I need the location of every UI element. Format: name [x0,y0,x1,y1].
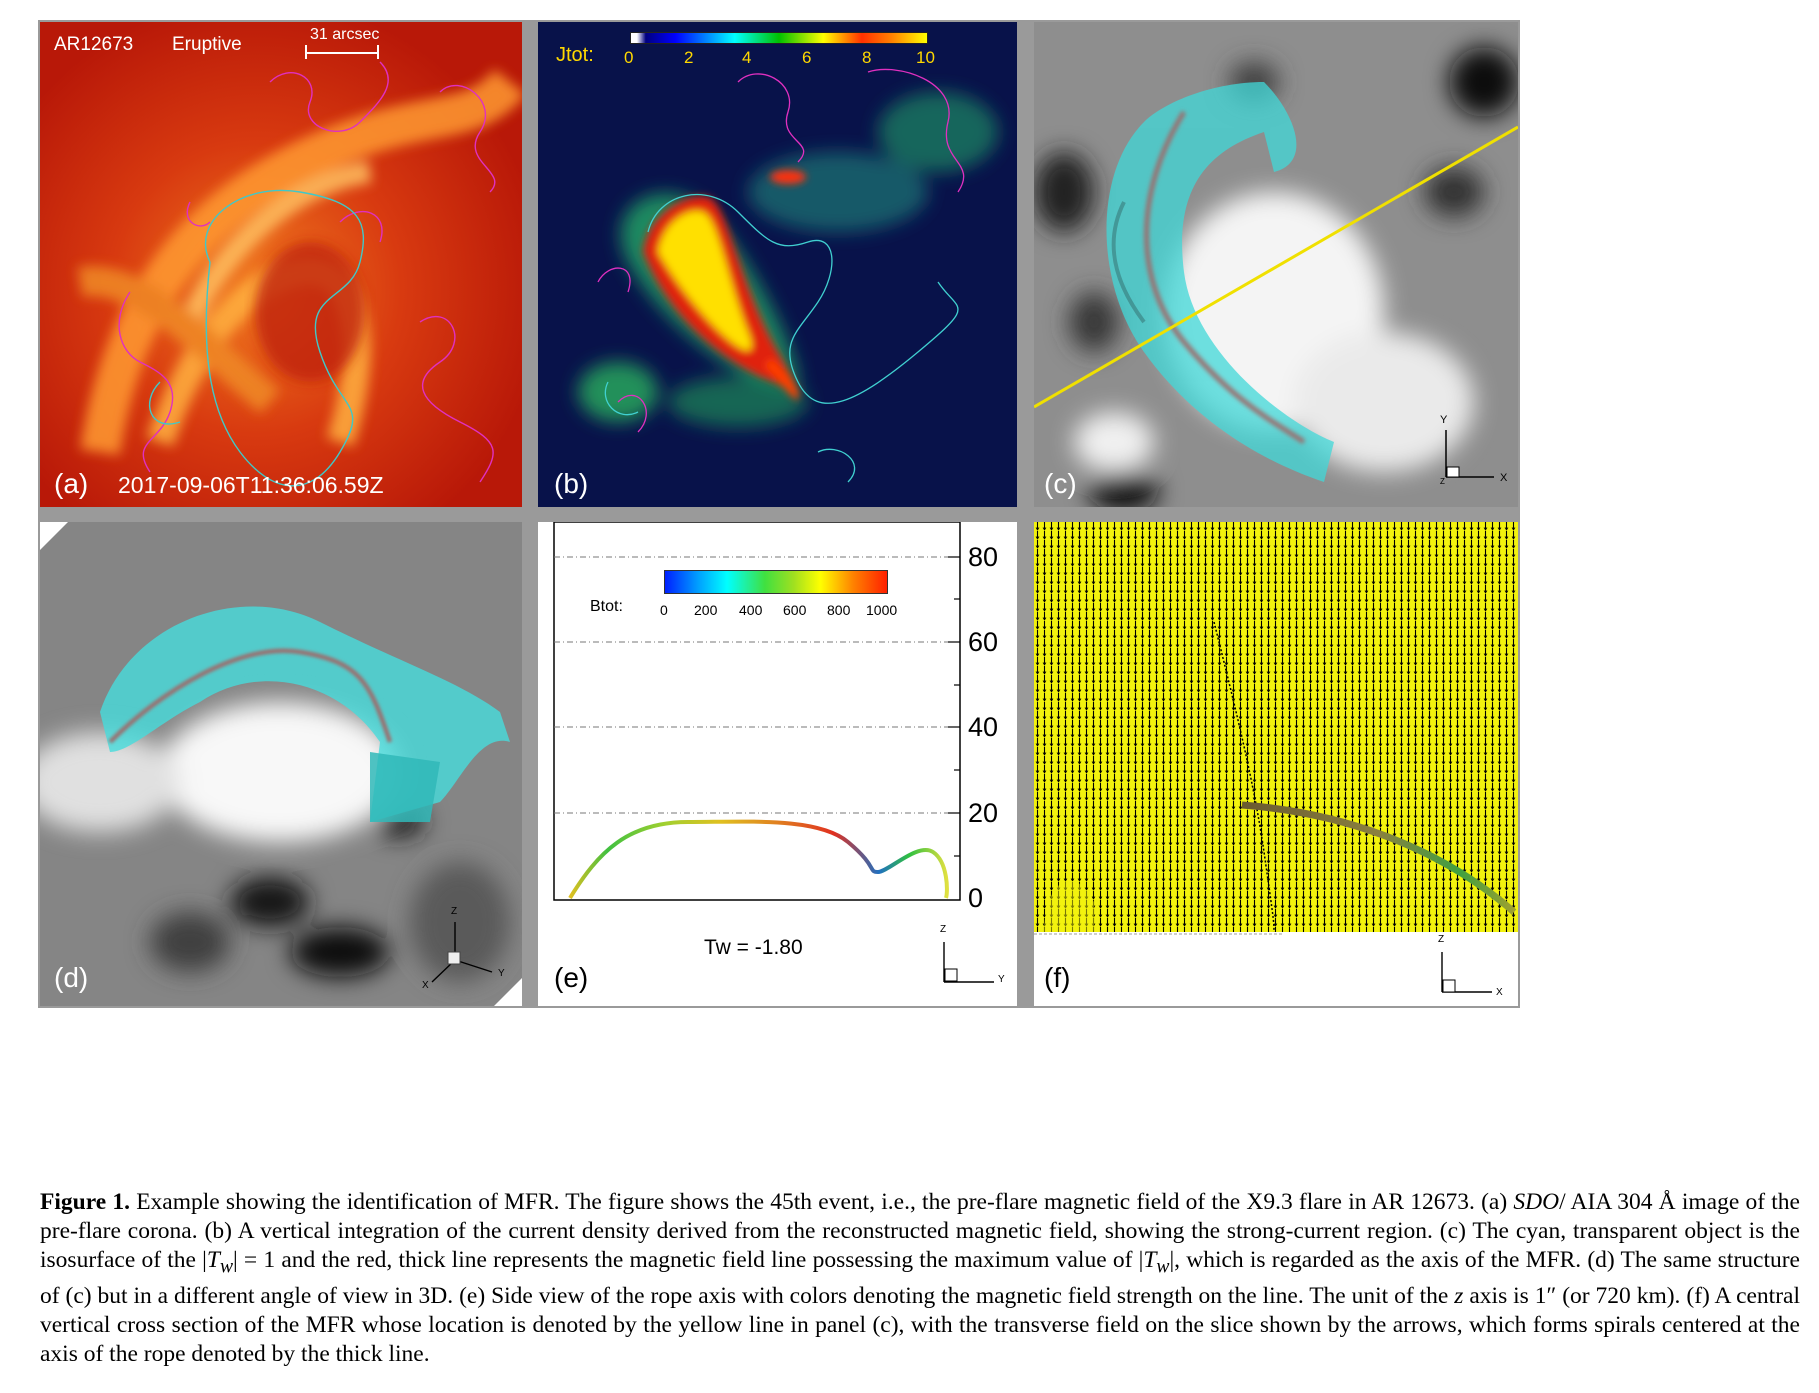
panel-b: Jtot: 0 2 4 6 8 10 (b) [538,22,1017,507]
panel-e: Btot: 0 200 400 600 800 1000 80 60 40 20… [538,522,1017,1006]
panel-b-colorbar-title: Jtot: [556,44,594,66]
jtot-tick-0: 0 [624,48,634,67]
caption-part-3: | = 1 and the red, thick line represents… [233,1247,1144,1273]
panel-e-label: (e) [554,962,589,993]
scale-bar [305,52,379,54]
mfr-isosurface-top-view [1034,22,1518,507]
panel-e-axis-z: Z [940,924,947,935]
panel-b-label: (b) [554,468,589,499]
twist-number-label: Tw = -1.80 [704,936,803,959]
panel-e-colorbar-title: Btot: [590,598,623,615]
z-tick-20: 20 [968,798,999,828]
panel-a-label: (a) [54,468,89,499]
jtot-tick-8: 8 [862,48,872,67]
mfr-isosurface-3d-view [40,522,522,1006]
panel-a-timestamp: 2017-09-06T11:36:06.59Z [118,472,384,498]
rope-axis-side-view [553,522,994,983]
figure-caption: Figure 1. Example showing the identifica… [40,1188,1800,1369]
btot-colorbar [664,570,888,594]
vertical-cross-section [1034,522,1518,993]
jtot-tick-2: 2 [684,48,694,67]
caption-z-var: z [1454,1282,1464,1309]
figure-label: Figure 1. [40,1189,130,1215]
panel-f-axis-x: X [1496,987,1503,998]
panel-a-region-label: AR12673 [54,34,134,55]
panel-f-axis-z: Z [1438,934,1445,945]
panel-d-axis-y: Y [498,968,505,979]
panel-a: AR12673 Eruptive 31 arcsec (a) 2017-09-0… [40,22,522,507]
z-tick-80: 80 [968,542,999,572]
jtot-colorbar [630,32,928,44]
btot-tick-600: 600 [783,602,807,618]
btot-colorbar-ticks: 0 200 400 600 800 1000 [658,602,918,622]
panel-c-axis-y: Y [1440,414,1448,426]
panel-f: Z X (f) [1034,522,1518,1006]
caption-tw-2: T [1143,1247,1157,1273]
panel-c-label: (c) [1044,468,1077,499]
caption-part-1: Example showing the identification of MF… [129,1189,1514,1215]
jtot-tick-4: 4 [742,48,752,67]
aia-304-image [40,22,522,507]
caption-tw-2-sub: w [1156,1256,1170,1278]
panel-d-label: (d) [54,962,89,993]
btot-tick-800: 800 [827,602,851,618]
z-tick-40: 40 [968,712,999,742]
caption-part-5: axis is 1″ (or 720 km). (f) A central ve… [40,1282,1800,1367]
panel-c-axis-z: Z [1440,477,1445,486]
btot-tick-400: 400 [739,602,763,618]
current-density-map [538,22,1017,507]
panel-f-label: (f) [1044,962,1071,993]
caption-part-2: / AIA 304 Å image of the pre-flare coron… [40,1189,1800,1273]
panel-a-event-type: Eruptive [172,34,242,55]
jtot-colorbar-ticks: 0 2 4 6 8 10 [624,48,935,70]
panel-e-axis-y: Y [998,974,1005,985]
z-tick-60: 60 [968,627,999,657]
panel-c-axis-x: X [1500,472,1508,484]
caption-tw-1-sub: w [219,1256,234,1278]
caption-tw-1: T [206,1247,220,1273]
btot-tick-0: 0 [660,602,668,618]
scale-bar-right-tick [377,45,379,59]
caption-part-4: |, which is regarded as the axis of the … [40,1247,1800,1309]
panel-d: Z Y X (d) [40,522,522,1006]
z-tick-0: 0 [968,883,984,913]
panel-d-axis-x: X [422,980,429,991]
jtot-tick-6: 6 [802,48,812,67]
scale-bar-left-tick [305,45,307,59]
jtot-tick-10: 10 [916,48,935,67]
btot-tick-200: 200 [694,602,718,618]
caption-sdo: SDO [1513,1189,1560,1215]
btot-tick-1000: 1000 [866,602,898,618]
panel-c: Y X Z (c) [1034,22,1518,507]
panel-d-axis-z: Z [451,906,458,917]
scale-bar-label: 31 arcsec [310,26,380,43]
